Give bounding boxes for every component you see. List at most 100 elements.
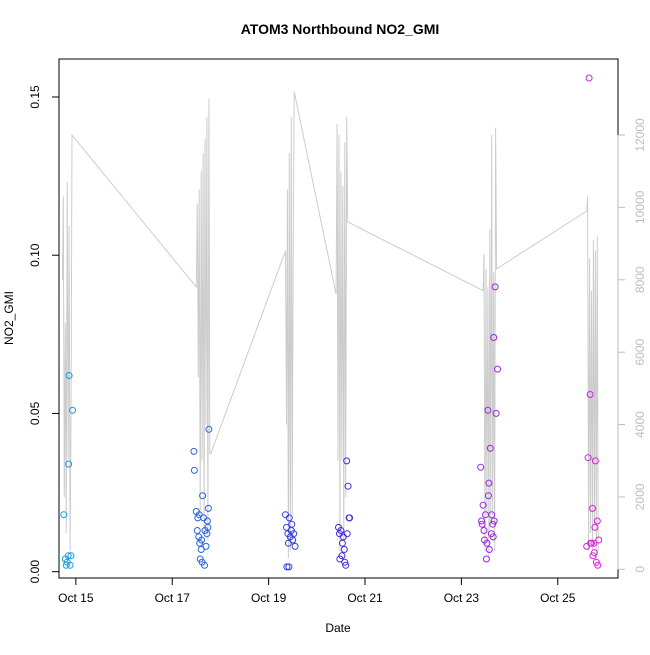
data-point xyxy=(590,539,598,547)
data-point xyxy=(340,546,348,553)
data-point xyxy=(201,561,208,569)
x-tick-label: Oct 15 xyxy=(58,591,94,605)
y2-tick-label: 12000 xyxy=(633,118,647,152)
data-point xyxy=(589,504,596,512)
data-point xyxy=(491,283,499,291)
data-point xyxy=(190,466,198,474)
data-point xyxy=(202,542,210,550)
y2-axis: 0 2000 4000 6000 8000 10000 12000 xyxy=(617,118,647,573)
data-point xyxy=(478,520,486,528)
y2-tick-label: 4000 xyxy=(633,411,647,438)
y2-tick-label: 2000 xyxy=(633,483,647,510)
x-tick-label: Oct 21 xyxy=(347,591,383,605)
data-point xyxy=(204,523,212,531)
data-point xyxy=(481,536,488,544)
data-point xyxy=(485,479,493,487)
data-point xyxy=(195,511,203,519)
data-point xyxy=(198,536,206,544)
data-point xyxy=(283,563,291,571)
x-axis-label: Date xyxy=(325,621,351,635)
data-point xyxy=(486,444,494,452)
data-point xyxy=(338,552,346,560)
y2-tick-label: 6000 xyxy=(633,338,647,365)
data-point xyxy=(593,517,601,525)
x-tick-label: Oct 23 xyxy=(444,591,480,605)
altitude-line-layer xyxy=(61,91,599,559)
altitude-series-line xyxy=(61,91,599,559)
data-point xyxy=(337,527,345,534)
data-point xyxy=(69,406,76,414)
data-point xyxy=(584,454,592,462)
data-point xyxy=(585,74,593,82)
x-tick-label: Oct 19 xyxy=(251,591,287,605)
data-point xyxy=(65,460,73,468)
data-point xyxy=(489,520,497,528)
data-point xyxy=(290,530,298,538)
data-point xyxy=(492,409,500,417)
data-point xyxy=(344,482,352,490)
data-point xyxy=(478,517,486,525)
data-point xyxy=(484,406,492,414)
scatter-point-layer xyxy=(60,74,603,571)
y-tick-label: 0.10 xyxy=(28,243,42,267)
data-point xyxy=(494,365,501,373)
data-point xyxy=(484,492,492,500)
y-tick-label: 0.15 xyxy=(28,85,42,109)
data-point xyxy=(285,514,293,522)
data-point xyxy=(341,558,349,566)
data-point xyxy=(343,457,351,465)
data-point xyxy=(343,530,351,538)
data-point xyxy=(346,514,354,522)
data-point xyxy=(591,523,599,531)
y-tick-label: 0.00 xyxy=(28,560,42,584)
data-point xyxy=(590,549,598,557)
x-tick-label: Oct 17 xyxy=(155,591,191,605)
y2-tick-label: 8000 xyxy=(633,266,647,293)
data-point xyxy=(594,561,602,569)
x-axis: Oct 15 Oct 17 Oct 19 Oct 21 Oct 23 Oct 25 xyxy=(58,577,576,605)
data-point xyxy=(477,463,485,471)
data-point xyxy=(586,391,594,398)
data-point xyxy=(485,546,493,553)
y-axis-label: NO2_GMI xyxy=(2,291,16,345)
data-point xyxy=(336,530,343,538)
data-point xyxy=(197,546,205,553)
data-point xyxy=(591,457,599,465)
data-point xyxy=(64,552,72,560)
data-point xyxy=(479,501,487,509)
y-tick-label: 0.05 xyxy=(28,401,42,425)
y2-tick-label: 0 xyxy=(633,566,647,573)
data-point xyxy=(488,511,496,519)
y2-tick-label: 10000 xyxy=(633,190,647,224)
data-point xyxy=(282,511,289,519)
data-point xyxy=(587,539,594,547)
data-point xyxy=(190,447,198,455)
data-point xyxy=(595,536,603,544)
data-point xyxy=(342,561,350,569)
data-point xyxy=(291,542,299,550)
x-tick-label: Oct 25 xyxy=(540,591,576,605)
data-point xyxy=(65,372,73,379)
data-point xyxy=(67,552,75,560)
chart-title: ATOM3 Northbound NO2_GMI xyxy=(241,21,440,37)
data-point xyxy=(205,425,213,433)
data-point xyxy=(199,492,207,500)
data-point xyxy=(283,523,290,531)
data-point xyxy=(66,561,74,569)
data-point xyxy=(490,334,498,341)
data-point xyxy=(285,563,293,571)
y-axis: 0.00 0.05 0.10 0.15 xyxy=(28,85,60,584)
data-point xyxy=(480,527,488,534)
data-point xyxy=(60,511,68,519)
data-point xyxy=(193,527,201,534)
data-point xyxy=(62,561,70,569)
data-point xyxy=(490,517,498,525)
data-point xyxy=(482,555,490,563)
data-point xyxy=(489,533,497,541)
data-point xyxy=(288,520,296,528)
data-point xyxy=(338,539,346,547)
data-point xyxy=(284,539,292,547)
data-point xyxy=(204,504,212,512)
